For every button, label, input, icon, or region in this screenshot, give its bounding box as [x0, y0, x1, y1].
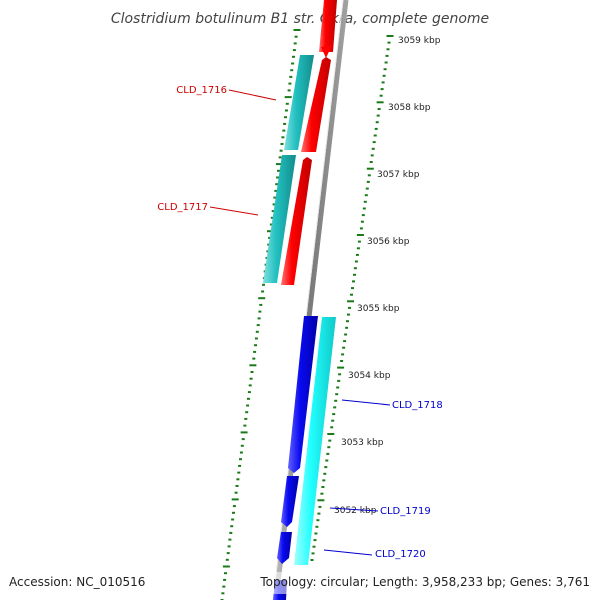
scale-label-3053: 3053 kbp — [341, 438, 384, 448]
scale-label-3058: 3058 kbp — [388, 103, 431, 113]
leader-line-cld-1718 — [341, 399, 391, 406]
leader-line-cld-1719 — [329, 507, 379, 512]
scale-label-3054: 3054 kbp — [348, 371, 391, 381]
feature-cds-cld-1719[interactable] — [281, 476, 299, 527]
feature-upstream-arrow — [321, 45, 332, 58]
scale-label-3057: 3057 kbp — [377, 170, 420, 180]
feature-upstream-cds[interactable] — [319, 0, 337, 52]
gene-label-cld-1718[interactable]: CLD_1718 — [392, 400, 443, 411]
leader-line-cld-1720 — [323, 549, 373, 556]
scale-label-3052: 3052 kbp — [334, 506, 377, 516]
feature-gene-cld-1716[interactable] — [284, 55, 314, 150]
leader-line-cld-1716 — [228, 89, 277, 101]
leader-line-cld-1717 — [209, 206, 259, 216]
scale-ticks-outer — [310, 35, 394, 561]
scale-ticks-inner — [220, 29, 301, 600]
feature-gene-cld-1718[interactable] — [294, 317, 336, 565]
map-title: Clostridium botulinum B1 str. Okra, comp… — [111, 11, 489, 27]
feature-cds-cld-1716[interactable] — [301, 57, 331, 152]
scale-label-3059: 3059 kbp — [398, 36, 441, 46]
feature-gene-cld-1717[interactable] — [263, 155, 296, 283]
gene-label-cld-1717[interactable]: CLD_1717 — [157, 202, 208, 213]
gene-label-cld-1716[interactable]: CLD_1716 — [176, 85, 227, 96]
gene-label-cld-1719[interactable]: CLD_1719 — [380, 506, 431, 517]
topology-backdrop — [258, 572, 338, 594]
scale-label-3055: 3055 kbp — [357, 304, 400, 314]
gene-label-cld-1720[interactable]: CLD_1720 — [375, 549, 426, 560]
accession-label: Accession: NC_010516 — [9, 575, 145, 589]
feature-cds-cld-1720[interactable] — [277, 532, 292, 564]
feature-cds-cld-1717[interactable] — [281, 157, 312, 285]
feature-cds-cld-1718[interactable] — [288, 316, 318, 473]
scale-label-3056: 3056 kbp — [367, 237, 410, 247]
topology-label: Topology: circular; Length: 3,958,233 bp… — [259, 575, 590, 589]
